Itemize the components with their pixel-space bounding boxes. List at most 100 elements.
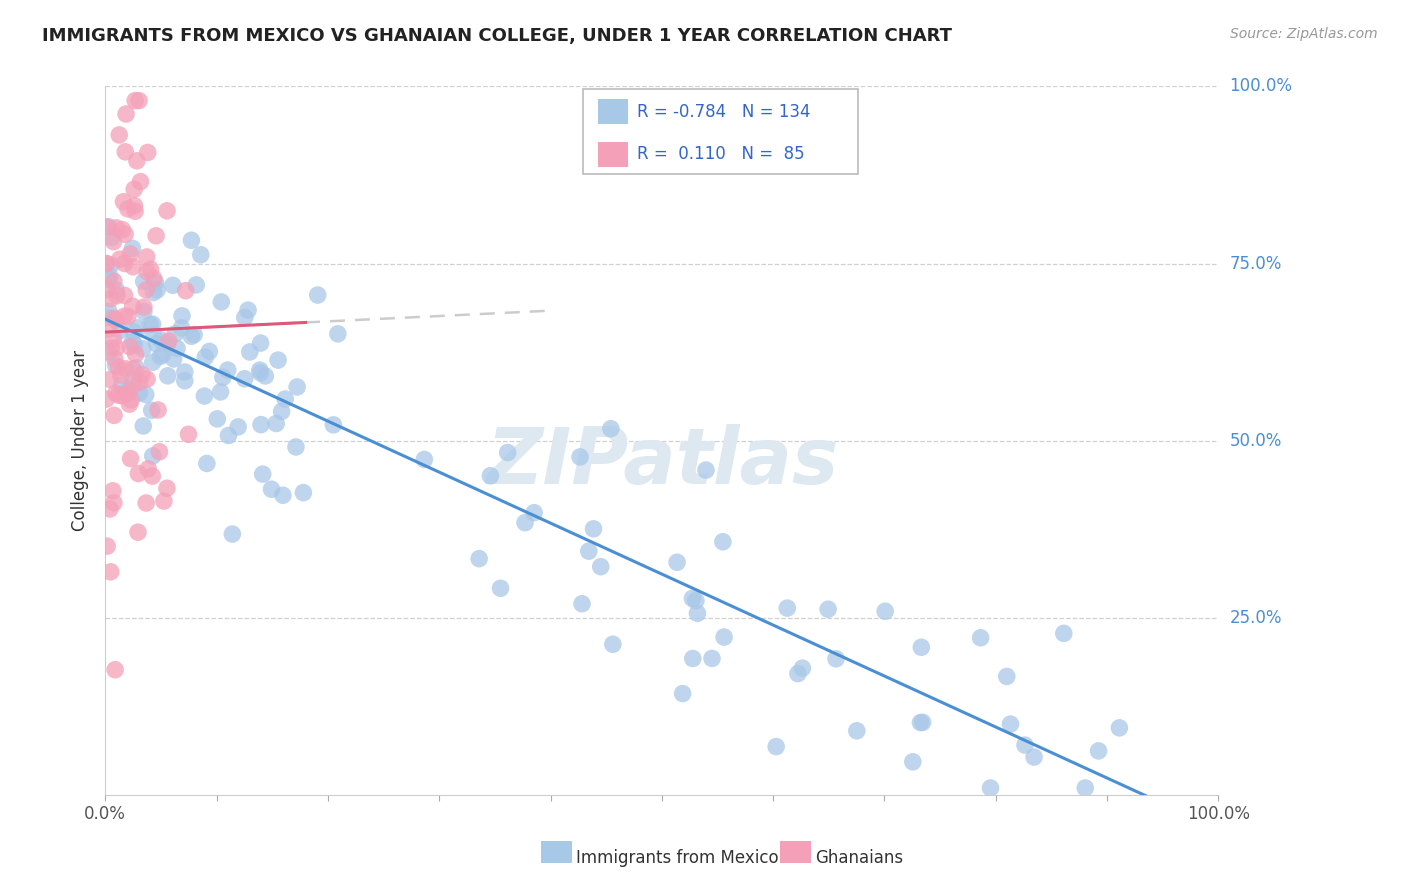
Point <box>901 755 924 769</box>
Point <box>209 384 232 399</box>
Point <box>264 417 287 431</box>
Point <box>496 445 519 459</box>
Point <box>193 389 215 403</box>
Point <box>252 467 274 482</box>
Point <box>221 527 243 541</box>
Point <box>136 462 159 476</box>
Point <box>195 457 218 471</box>
Point <box>152 347 174 361</box>
Point <box>139 262 162 277</box>
Point <box>170 309 193 323</box>
Point <box>120 247 142 261</box>
Point <box>875 604 897 618</box>
Point <box>685 593 707 607</box>
Point <box>110 368 132 382</box>
Point <box>149 333 172 347</box>
Point <box>285 380 308 394</box>
Point <box>173 374 195 388</box>
Point <box>217 428 239 442</box>
Point <box>226 420 249 434</box>
Point <box>165 326 187 341</box>
Point <box>125 360 148 375</box>
Point <box>156 337 179 351</box>
Point <box>582 522 605 536</box>
Point <box>157 334 180 348</box>
Point <box>105 283 128 297</box>
Point <box>100 258 122 272</box>
Point <box>107 388 129 402</box>
Point <box>177 427 200 442</box>
Point <box>115 107 138 121</box>
Text: IMMIGRANTS FROM MEXICO VS GHANAIAN COLLEGE, UNDER 1 YEAR CORRELATION CHART: IMMIGRANTS FROM MEXICO VS GHANAIAN COLLE… <box>42 27 952 45</box>
Point <box>979 780 1001 795</box>
Point <box>156 203 179 218</box>
Point <box>148 444 170 458</box>
Point <box>105 341 128 355</box>
Point <box>101 483 124 498</box>
Y-axis label: College, Under 1 year: College, Under 1 year <box>72 351 89 532</box>
Point <box>825 652 848 666</box>
Point <box>117 386 139 401</box>
Point <box>686 607 709 621</box>
Point <box>122 362 145 376</box>
Point <box>599 422 621 436</box>
Point <box>1022 750 1045 764</box>
Point <box>149 350 172 364</box>
Point <box>97 219 120 234</box>
Point <box>260 482 283 496</box>
Point <box>132 274 155 288</box>
Point <box>121 334 143 349</box>
Point <box>141 317 163 331</box>
Point <box>128 376 150 390</box>
Point <box>97 304 120 318</box>
Point <box>131 368 153 382</box>
Point <box>132 300 155 314</box>
Point <box>156 481 179 495</box>
Point <box>97 310 120 325</box>
Point <box>120 392 142 407</box>
Point <box>249 366 271 380</box>
Point <box>124 94 146 108</box>
Point <box>100 565 122 579</box>
Point <box>523 506 546 520</box>
Point <box>270 404 292 418</box>
Text: 75.0%: 75.0% <box>1230 254 1282 273</box>
Point <box>254 369 277 384</box>
Point <box>100 341 122 355</box>
Point <box>910 715 932 730</box>
Point <box>180 233 202 247</box>
Point <box>1074 780 1097 795</box>
Point <box>682 651 704 665</box>
Point <box>173 365 195 379</box>
Text: R = -0.784   N = 134: R = -0.784 N = 134 <box>637 103 810 121</box>
Point <box>142 355 165 369</box>
Point <box>845 723 868 738</box>
Point <box>489 581 512 595</box>
Point <box>124 199 146 213</box>
Point <box>153 494 176 508</box>
Point <box>122 260 145 274</box>
Point <box>105 288 128 302</box>
Point <box>578 544 600 558</box>
Point <box>136 265 159 279</box>
Point <box>135 496 157 510</box>
Point <box>695 463 717 477</box>
Point <box>96 539 118 553</box>
Point <box>136 145 159 160</box>
Point <box>995 669 1018 683</box>
Point <box>1087 744 1109 758</box>
Point <box>142 327 165 342</box>
Point <box>97 345 120 359</box>
Point <box>117 310 139 324</box>
Point <box>672 687 695 701</box>
Text: Source: ZipAtlas.com: Source: ZipAtlas.com <box>1230 27 1378 41</box>
Point <box>190 248 212 262</box>
Point <box>104 351 127 366</box>
Point <box>132 419 155 434</box>
Point <box>776 601 799 615</box>
Point <box>132 342 155 356</box>
Text: Immigrants from Mexico: Immigrants from Mexico <box>576 849 779 867</box>
Point <box>1000 717 1022 731</box>
Point <box>128 386 150 401</box>
Point <box>307 288 329 302</box>
